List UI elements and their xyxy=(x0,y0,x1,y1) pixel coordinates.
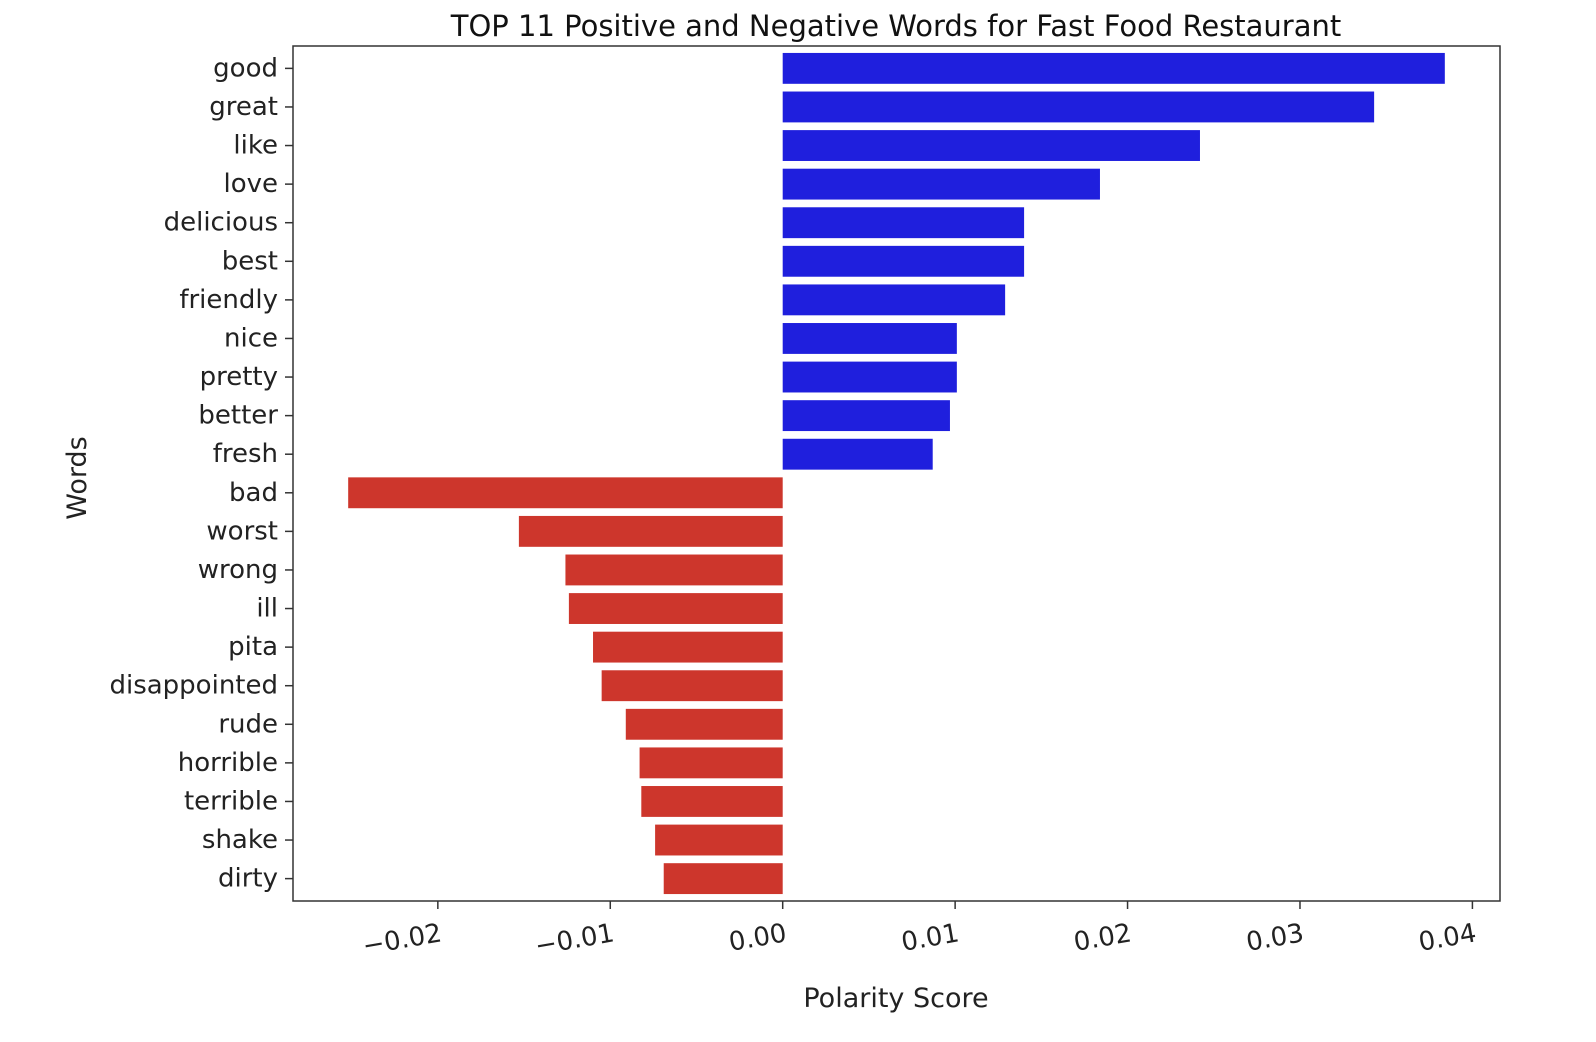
y-tick-label: wrong xyxy=(198,555,278,585)
y-tick-label: pretty xyxy=(200,362,278,392)
y-tick-label: ill xyxy=(256,594,278,624)
x-axis: −0.02 −0.01 0.00 0.01 0.02 0.03 0.04 xyxy=(360,901,1479,962)
y-tick-label: rude xyxy=(218,709,278,739)
bars-group xyxy=(348,52,1445,895)
bar-dirty xyxy=(663,863,783,895)
bar-disappointed xyxy=(601,670,783,702)
bar-bad xyxy=(348,477,783,509)
y-tick-label: worst xyxy=(206,516,278,546)
y-tick-label: better xyxy=(198,401,278,431)
bar-great xyxy=(782,91,1375,123)
y-tick-label: bad xyxy=(229,478,278,508)
bar-nice xyxy=(782,323,957,354)
bar-worst xyxy=(518,515,783,547)
bar-better xyxy=(782,400,950,432)
x-tick-label: 0.04 xyxy=(1416,918,1478,958)
y-tick-label: shake xyxy=(202,825,278,855)
bar-best xyxy=(782,245,1025,277)
bar-fresh xyxy=(782,438,933,470)
chart-title: TOP 11 Positive and Negative Words for F… xyxy=(450,9,1342,43)
y-tick-label: dirty xyxy=(218,864,278,894)
y-tick-label: like xyxy=(233,131,278,161)
y-tick-label: love xyxy=(223,169,278,199)
y-tick-label: friendly xyxy=(179,285,278,315)
y-axis: good great like love delicious best friendly ni… xyxy=(109,53,293,894)
bar-terrible xyxy=(641,786,783,817)
x-tick-label: 0.03 xyxy=(1244,918,1306,958)
y-tick-label: delicious xyxy=(164,208,278,238)
y-tick-label: pita xyxy=(228,632,278,662)
bar-love xyxy=(782,168,1100,200)
x-axis-title: Polarity Score xyxy=(803,983,988,1014)
bar-horrible xyxy=(639,747,783,779)
x-tick-label: 0.01 xyxy=(899,918,961,958)
y-tick-label: good xyxy=(213,53,278,83)
y-tick-label: fresh xyxy=(213,439,278,469)
y-tick-label: nice xyxy=(224,323,278,353)
x-tick-label: 0.00 xyxy=(727,918,789,958)
x-tick-label: −0.01 xyxy=(533,918,617,961)
bar-delicious xyxy=(782,207,1025,239)
bar-ill xyxy=(568,593,783,624)
y-axis-title: Words xyxy=(62,436,93,519)
y-tick-label: horrible xyxy=(178,748,278,778)
bar-rude xyxy=(625,708,783,740)
bar-wrong xyxy=(565,554,783,586)
bar-pita xyxy=(593,631,783,663)
bar-friendly xyxy=(782,284,1006,316)
y-tick-label: great xyxy=(209,92,278,122)
bar-good xyxy=(782,52,1445,84)
bar-shake xyxy=(655,824,783,856)
x-tick-label: 0.02 xyxy=(1072,918,1134,958)
bar-like xyxy=(782,130,1200,161)
x-tick-label: −0.02 xyxy=(360,918,444,961)
plot-frame xyxy=(292,45,1501,902)
y-tick-label: best xyxy=(222,246,278,276)
bar-pretty xyxy=(782,361,957,393)
y-tick-label: terrible xyxy=(184,786,278,816)
y-tick-label: disappointed xyxy=(109,671,278,701)
